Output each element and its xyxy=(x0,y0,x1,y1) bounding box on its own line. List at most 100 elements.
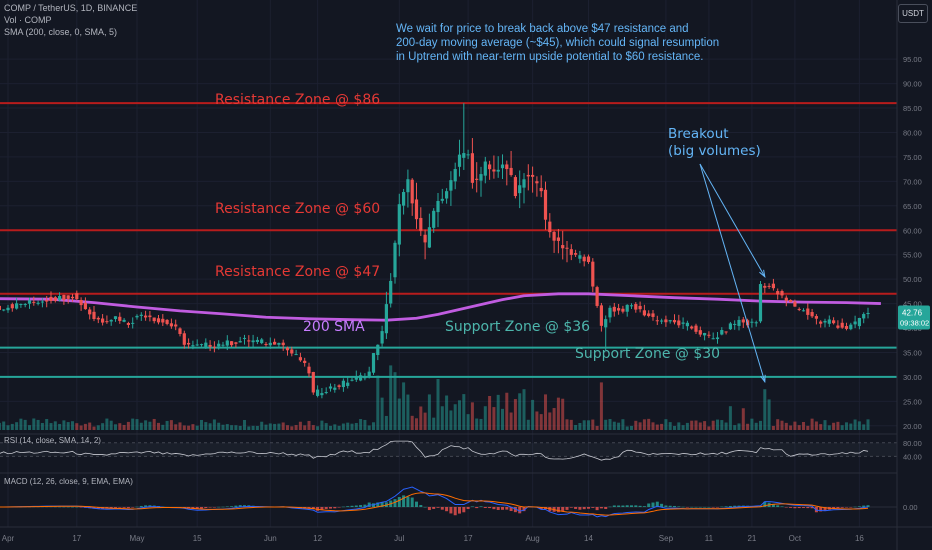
currency-badge[interactable]: USDT xyxy=(898,4,928,23)
candle-body xyxy=(384,304,388,334)
volume-bar xyxy=(432,417,436,430)
volume-bar xyxy=(406,394,410,430)
volume-bar xyxy=(780,420,784,430)
macd-histogram-bar xyxy=(243,505,246,507)
volume-bar xyxy=(122,424,126,430)
macd-histogram-bar xyxy=(423,506,427,508)
macd-histogram-bar xyxy=(436,507,440,508)
volume-bar xyxy=(157,422,160,430)
candle-body xyxy=(638,305,642,310)
volume-bar xyxy=(45,419,49,430)
candle-body xyxy=(230,341,234,346)
macd-histogram-bar xyxy=(608,506,612,508)
volume-bar xyxy=(354,422,358,430)
macd-histogram-bar xyxy=(234,505,238,507)
macd-histogram-bar xyxy=(200,507,203,509)
time-tick-label: 11 xyxy=(705,534,714,543)
macd-histogram-bar xyxy=(565,507,569,510)
macd-histogram-bar xyxy=(638,505,642,507)
breakout-annotation-text: Breakout xyxy=(668,126,729,142)
candle-body xyxy=(647,313,651,316)
volume-bars xyxy=(0,365,870,430)
macd-histogram-bar xyxy=(724,506,728,507)
macd-histogram-bar xyxy=(673,505,676,507)
candle-body xyxy=(801,310,806,312)
candle-body xyxy=(397,204,401,245)
volume-bar xyxy=(720,420,724,430)
macd-histogram-bar xyxy=(505,507,509,510)
macd-histogram-bar xyxy=(501,507,504,510)
candle-body xyxy=(234,342,238,344)
candle-body xyxy=(264,343,268,345)
volume-bar xyxy=(367,425,371,430)
macd-histogram-bar xyxy=(836,507,840,509)
price-tick-label: 50.00 xyxy=(903,275,922,284)
macd-histogram-bar xyxy=(118,507,122,508)
volume-bar xyxy=(96,425,100,430)
macd-histogram-bar xyxy=(810,507,814,509)
volume-bar xyxy=(853,419,857,430)
macd-histogram-bar xyxy=(703,506,707,508)
note-line: in Uptrend with near-term upside potenti… xyxy=(396,51,704,63)
candle-body xyxy=(574,253,578,255)
candle-body xyxy=(148,315,152,318)
candle-body xyxy=(113,316,118,320)
candle-body xyxy=(333,387,337,390)
macd-histogram-bar xyxy=(617,505,621,507)
volume-bar xyxy=(840,425,844,430)
macd-histogram-bar xyxy=(737,505,741,507)
volume-bar xyxy=(505,392,509,430)
time-tick-label: Jul xyxy=(394,534,404,543)
macd-histogram-bar xyxy=(114,507,117,508)
candle-body xyxy=(427,227,431,248)
candle-body xyxy=(612,306,616,312)
volume-bar xyxy=(19,418,23,430)
candle-body xyxy=(483,161,487,176)
candle-body xyxy=(526,174,530,177)
candle-body xyxy=(410,179,414,204)
volume-bar xyxy=(178,422,182,430)
macd-histogram-bar xyxy=(569,507,573,508)
volume-bar xyxy=(806,425,810,430)
note-line: 200-day moving average (~$45), which cou… xyxy=(396,37,720,49)
volume-bar xyxy=(440,406,444,430)
volume-bar xyxy=(251,425,255,430)
volume-bar xyxy=(234,425,238,430)
candle-body xyxy=(810,312,814,317)
volume-bar xyxy=(152,418,156,430)
candle-body xyxy=(337,385,341,387)
candle-body xyxy=(208,345,212,347)
volume-bar xyxy=(492,407,496,430)
candle-body xyxy=(629,305,634,307)
candle-body xyxy=(182,333,186,345)
candle-body xyxy=(238,341,242,343)
volume-bar xyxy=(832,422,836,430)
resistance-label: Resistance Zone @ $60 xyxy=(215,201,380,217)
candle-body xyxy=(139,314,143,316)
candles xyxy=(0,103,870,399)
macd-histogram-bar xyxy=(230,506,234,507)
volume-bar xyxy=(647,418,651,430)
volume-bar xyxy=(105,418,109,430)
volume-bar xyxy=(165,420,169,430)
candle-body xyxy=(70,296,75,299)
volume-bar xyxy=(376,375,380,430)
candle-body xyxy=(668,320,672,322)
macd-histogram-bar xyxy=(612,505,616,507)
candle-body xyxy=(457,154,462,167)
candle-body xyxy=(6,307,10,311)
candle-body xyxy=(294,354,298,356)
candle-body xyxy=(393,242,397,278)
macd-histogram-bar xyxy=(685,507,689,508)
candle-body xyxy=(440,198,444,201)
volume-bar xyxy=(535,411,539,430)
macd-histogram-bar xyxy=(793,507,797,509)
volume-bar xyxy=(208,423,212,430)
volume-bar xyxy=(389,365,393,430)
volume-bar xyxy=(475,418,479,430)
candle-body xyxy=(685,322,689,327)
macd-histogram-bar xyxy=(789,507,793,508)
volume-bar xyxy=(264,424,268,430)
volume-bar xyxy=(793,421,797,430)
